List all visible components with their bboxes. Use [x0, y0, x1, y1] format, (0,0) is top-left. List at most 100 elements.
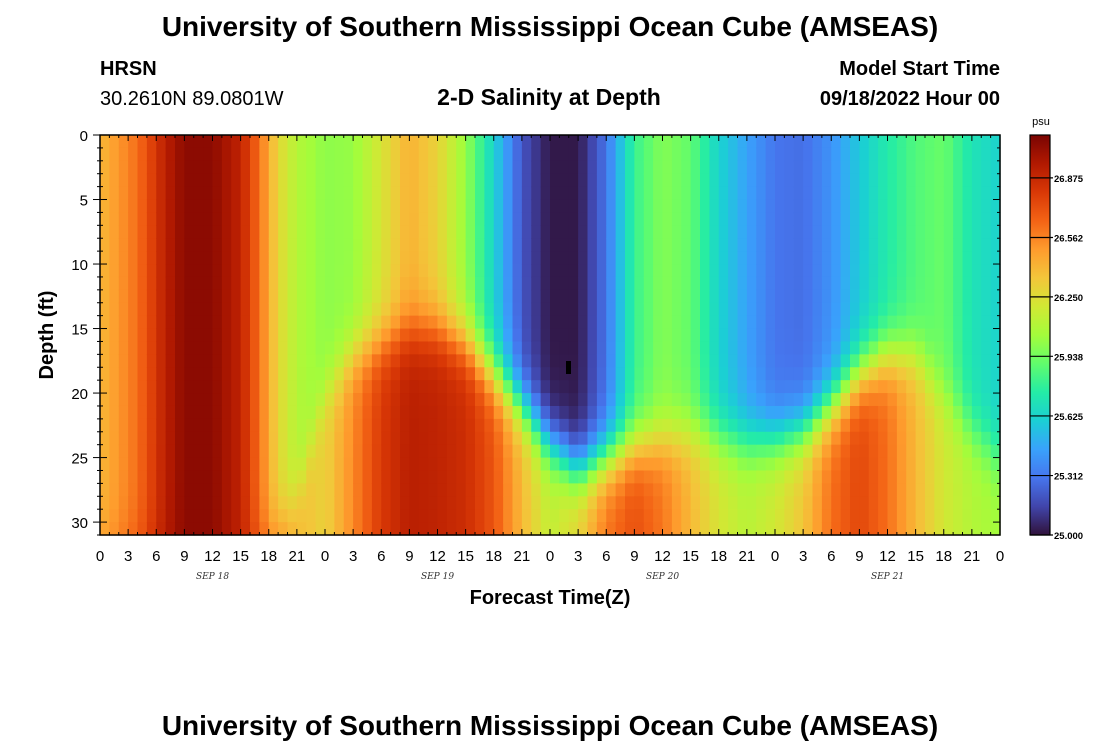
- heatmap-cell: [915, 341, 926, 355]
- heatmap-cell: [156, 186, 167, 201]
- heatmap-cell: [259, 509, 270, 523]
- heatmap-cell: [446, 380, 457, 394]
- heatmap-cell: [343, 251, 354, 265]
- heatmap-cell: [287, 199, 298, 214]
- heatmap-cell: [409, 264, 420, 278]
- heatmap-cell: [746, 418, 757, 433]
- heatmap-cell: [775, 199, 785, 214]
- heatmap-cell: [578, 199, 589, 214]
- heatmap-cell: [137, 354, 148, 368]
- heatmap-cell: [756, 238, 767, 252]
- heatmap-cell: [287, 341, 298, 355]
- heatmap-cell: [793, 160, 804, 175]
- heatmap-cell: [746, 238, 757, 252]
- heatmap-cell: [915, 289, 926, 304]
- heatmap-cell: [681, 276, 692, 291]
- heatmap-cell: [109, 393, 120, 407]
- heatmap-cell: [953, 341, 964, 355]
- heatmap-cell: [446, 264, 457, 278]
- heatmap-cell: [821, 238, 832, 252]
- heatmap-cell: [193, 509, 204, 523]
- heatmap-cell: [615, 380, 626, 394]
- heatmap-cell: [906, 302, 917, 317]
- heatmap-cell: [831, 147, 842, 162]
- heatmap-cell: [259, 315, 270, 330]
- heatmap-cell: [812, 393, 823, 407]
- heatmap-cell: [962, 212, 973, 226]
- heatmap-cell: [840, 444, 851, 459]
- heatmap-cell: [484, 264, 495, 278]
- heatmap-cell: [962, 328, 973, 343]
- heatmap-cell: [456, 328, 467, 343]
- heatmap-cell: [278, 457, 289, 472]
- heatmap-cell: [484, 444, 495, 459]
- heatmap-cell: [971, 354, 982, 368]
- heatmap-cell: [700, 289, 710, 304]
- heatmap-cell: [503, 418, 514, 433]
- heatmap-cell: [231, 496, 242, 510]
- heatmap-cell: [596, 173, 607, 188]
- heatmap-cell: [428, 160, 439, 175]
- heatmap-cell: [428, 251, 439, 265]
- heatmap-cell: [193, 367, 204, 381]
- heatmap-cell: [746, 496, 757, 510]
- heatmap-cell: [428, 483, 439, 497]
- heatmap-cell: [231, 225, 242, 239]
- heatmap-cell: [887, 276, 898, 291]
- heatmap-cell: [240, 302, 251, 317]
- heatmap-cell: [343, 225, 354, 239]
- heatmap-cell: [493, 509, 504, 523]
- heatmap-cell: [175, 367, 185, 381]
- heatmap-cell: [906, 251, 917, 265]
- heatmap-cell: [100, 212, 110, 226]
- heatmap-cell: [353, 418, 364, 433]
- heatmap-cell: [240, 483, 251, 497]
- heatmap-cell: [278, 160, 289, 175]
- heatmap-cell: [662, 328, 673, 343]
- heatmap-cell: [109, 328, 120, 343]
- heatmap-cell: [493, 457, 504, 472]
- heatmap-cell: [878, 238, 889, 252]
- heatmap-cell: [596, 393, 607, 407]
- x-tick-label: 21: [514, 548, 531, 565]
- heatmap-cell: [465, 367, 476, 381]
- heatmap-cell: [353, 225, 364, 239]
- heatmap-cell: [465, 147, 476, 162]
- heatmap-cell: [371, 457, 382, 472]
- heatmap-cell: [381, 431, 392, 446]
- heatmap-cell: [437, 276, 448, 291]
- heatmap-cell: [718, 367, 729, 381]
- heatmap-cell: [868, 212, 879, 226]
- heatmap-cell: [512, 264, 523, 278]
- heatmap-cell: [475, 483, 485, 497]
- heatmap-cell: [943, 418, 954, 433]
- heatmap-cell: [878, 393, 889, 407]
- heatmap-cell: [971, 328, 982, 343]
- heatmap-cell: [671, 173, 682, 188]
- heatmap-cell: [728, 238, 739, 252]
- heatmap-cell: [831, 341, 842, 355]
- heatmap-cell: [784, 147, 795, 162]
- heatmap-cell: [878, 367, 889, 381]
- heatmap-cell: [100, 264, 110, 278]
- heatmap-cell: [287, 186, 298, 201]
- heatmap-cell: [100, 470, 110, 484]
- heatmap-cell: [568, 251, 579, 265]
- heatmap-cell: [934, 367, 945, 381]
- heatmap-cell: [118, 470, 129, 484]
- heatmap-cell: [334, 328, 345, 343]
- heatmap-cell: [925, 431, 935, 446]
- heatmap-cell: [165, 328, 176, 343]
- heatmap-cell: [156, 328, 167, 343]
- heatmap-cell: [175, 496, 185, 510]
- heatmap-cell: [756, 225, 767, 239]
- heatmap-cell: [971, 367, 982, 381]
- heatmap-cell: [184, 173, 195, 188]
- heatmap-cell: [821, 380, 832, 394]
- x-tick-label: 9: [180, 548, 188, 565]
- heatmap-cell: [540, 380, 551, 394]
- heatmap-cell: [690, 289, 701, 304]
- heatmap-cell: [896, 251, 907, 265]
- heatmap-cell: [484, 276, 495, 291]
- heatmap-cell: [475, 354, 485, 368]
